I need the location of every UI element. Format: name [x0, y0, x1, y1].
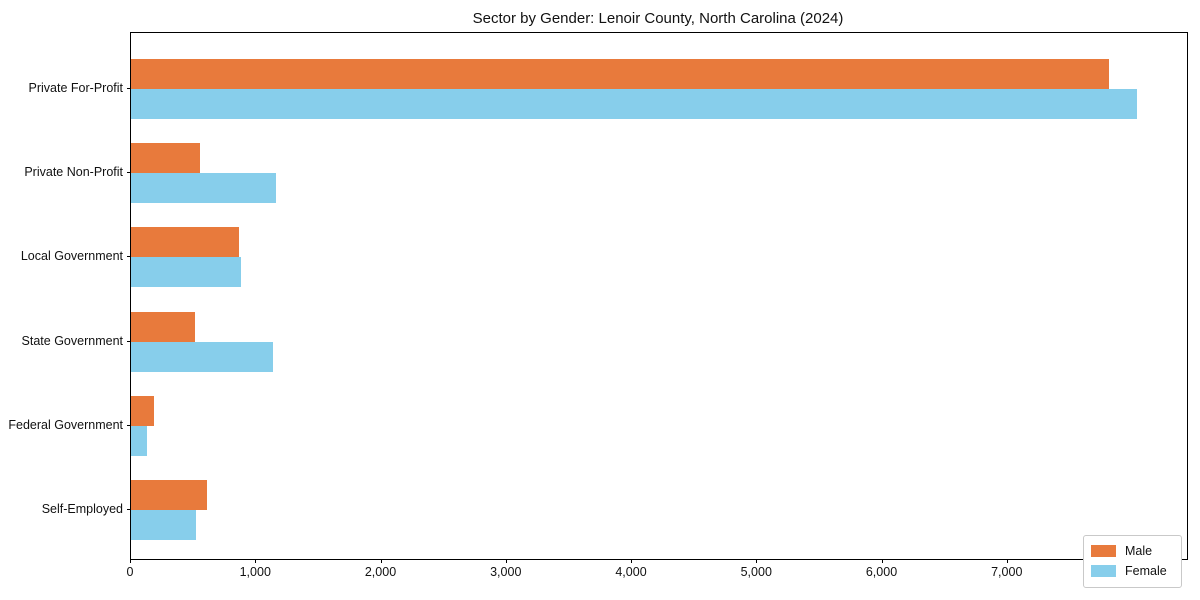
y-tick-mark: [127, 424, 131, 426]
x-tick-label: 3,000: [490, 565, 522, 579]
y-tick-label-private-for-profit: Private For-Profit: [28, 80, 123, 95]
bar-male-self-employed: [131, 480, 208, 511]
y-tick-label-local-government: Local Government: [20, 249, 123, 264]
female-swatch-icon: [1091, 565, 1116, 577]
y-tick-label-state-government: State Government: [21, 333, 123, 348]
bar-female-federal-government: [131, 425, 148, 456]
x-tick-label: 6,000: [865, 565, 898, 579]
plot-area: [130, 32, 1188, 560]
bar-male-local-government: [131, 227, 240, 258]
bar-male-federal-government: [131, 395, 155, 426]
legend-label-male: Male: [1125, 544, 1153, 558]
y-tick-mark: [127, 340, 131, 342]
bar-female-local-government: [131, 257, 242, 288]
x-tick-label: 5,000: [740, 565, 772, 579]
bar-female-state-government: [131, 341, 273, 372]
legend-entry-male: Male: [1091, 541, 1173, 561]
legend-label-female: Female: [1125, 564, 1167, 578]
bar-male-state-government: [131, 311, 195, 342]
bar-male-private-for-profit: [131, 58, 1110, 89]
y-tick-mark: [127, 87, 131, 89]
y-tick-label-federal-government: Federal Government: [8, 417, 123, 432]
legend-entry-female: Female: [1091, 561, 1173, 581]
x-tick-mark: [881, 559, 883, 563]
bar-female-private-non-profit: [131, 172, 277, 203]
male-swatch-icon: [1091, 545, 1116, 557]
x-tick-mark: [631, 559, 632, 563]
x-tick-label: 0: [126, 565, 134, 579]
x-tick-mark: [380, 559, 382, 563]
x-tick-mark: [505, 559, 507, 563]
x-tick-mark: [130, 559, 131, 563]
bar-female-private-for-profit: [131, 88, 1137, 119]
x-tick-label: 2,000: [364, 565, 397, 579]
bar-male-private-non-profit: [131, 142, 200, 173]
legend: Male Female: [1083, 535, 1182, 588]
chart-title: Sector by Gender: Lenoir County, North C…: [472, 10, 844, 27]
x-tick-mark: [255, 559, 257, 563]
y-tick-mark: [127, 171, 131, 173]
y-tick-mark: [127, 256, 131, 258]
x-tick-label: 7,000: [991, 565, 1023, 579]
y-tick-label-self-employed: Self-Employed: [41, 502, 123, 517]
y-tick-label-private-non-profit: Private Non-Profit: [24, 164, 123, 179]
y-tick-mark: [127, 509, 131, 511]
x-tick-label: 4,000: [615, 565, 647, 579]
x-tick-mark: [1006, 559, 1008, 563]
bar-female-self-employed: [131, 510, 197, 541]
x-tick-mark: [756, 559, 758, 563]
x-tick-label: 1,000: [239, 565, 271, 579]
